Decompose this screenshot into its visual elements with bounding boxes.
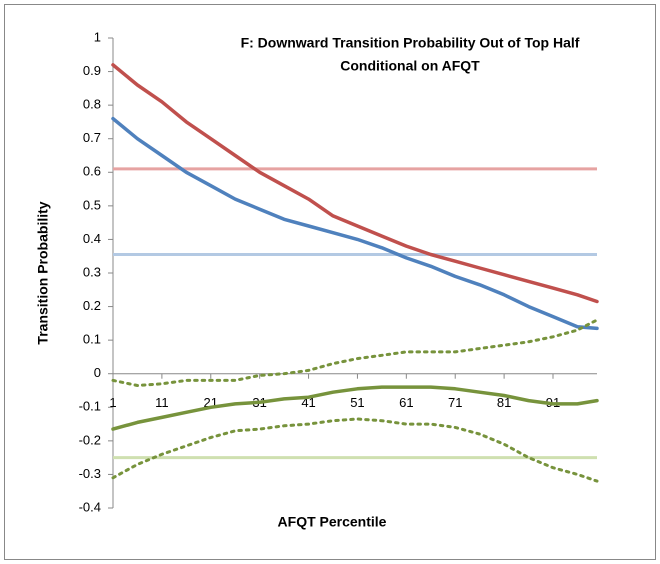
y-tick-label: 0.2 <box>83 298 101 313</box>
x-tick-label: 1 <box>109 395 116 410</box>
y-tick-label: 0.4 <box>83 231 101 246</box>
x-tick-label: 51 <box>350 395 364 410</box>
chart-title: F: Downward Transition Probability Out o… <box>241 35 580 51</box>
x-tick-label: 81 <box>497 395 511 410</box>
series-line <box>111 385 599 431</box>
series-line <box>111 116 599 331</box>
x-tick-label: 71 <box>448 395 462 410</box>
y-tick-label: 0.9 <box>83 63 101 78</box>
y-tick-label: 0.8 <box>83 97 101 112</box>
y-tick-label: -0.1 <box>79 399 101 414</box>
x-tick-label: 61 <box>399 395 413 410</box>
series-line <box>111 63 599 304</box>
y-tick-label: -0.3 <box>79 466 101 481</box>
y-axis-label: Transition Probability <box>35 201 51 344</box>
y-tick-label: 0.3 <box>83 264 101 279</box>
y-tick-label: 0.6 <box>83 164 101 179</box>
y-tick-label: 0 <box>94 365 101 380</box>
y-tick-label: 0.1 <box>83 332 101 347</box>
y-tick-label: -0.2 <box>79 432 101 447</box>
y-tick-label: -0.4 <box>79 499 101 514</box>
y-tick-label: 1 <box>94 29 101 44</box>
y-tick-label: 0.7 <box>83 130 101 145</box>
band-line <box>111 318 599 387</box>
band-line <box>111 417 599 483</box>
chart-border <box>4 4 656 560</box>
x-axis-label: AFQT Percentile <box>278 514 387 530</box>
chart-title: Conditional on AFQT <box>340 58 480 74</box>
y-tick-label: 0.5 <box>83 197 101 212</box>
x-tick-label: 11 <box>155 395 169 410</box>
